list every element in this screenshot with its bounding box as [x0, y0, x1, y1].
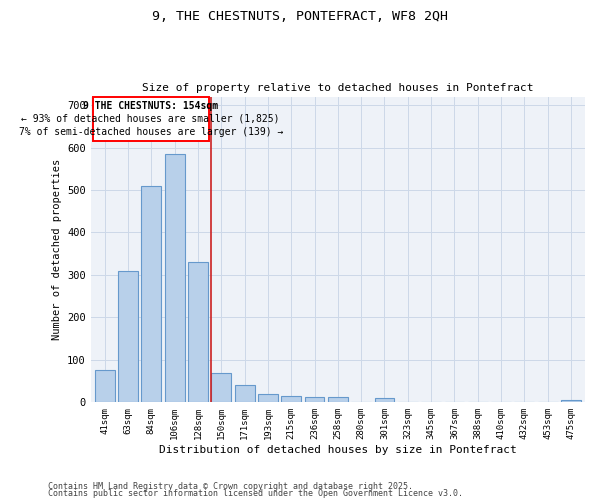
- Y-axis label: Number of detached properties: Number of detached properties: [52, 159, 62, 340]
- Bar: [95, 370, 115, 402]
- Bar: [561, 400, 581, 402]
- Title: Size of property relative to detached houses in Pontefract: Size of property relative to detached ho…: [142, 83, 533, 93]
- Text: 9, THE CHESTNUTS, PONTEFRACT, WF8 2QH: 9, THE CHESTNUTS, PONTEFRACT, WF8 2QH: [152, 10, 448, 23]
- Text: Contains public sector information licensed under the Open Government Licence v3: Contains public sector information licen…: [48, 489, 463, 498]
- Bar: [258, 394, 278, 402]
- Bar: [235, 386, 254, 402]
- Bar: [328, 397, 348, 402]
- Bar: [118, 270, 138, 402]
- Bar: [305, 397, 325, 402]
- Bar: [211, 374, 231, 402]
- Bar: [374, 398, 394, 402]
- Bar: [188, 262, 208, 402]
- Bar: [92, 98, 209, 141]
- Text: ← 93% of detached houses are smaller (1,825): ← 93% of detached houses are smaller (1,…: [22, 114, 280, 124]
- Bar: [281, 396, 301, 402]
- Text: Contains HM Land Registry data © Crown copyright and database right 2025.: Contains HM Land Registry data © Crown c…: [48, 482, 413, 491]
- X-axis label: Distribution of detached houses by size in Pontefract: Distribution of detached houses by size …: [159, 445, 517, 455]
- Bar: [142, 186, 161, 402]
- Bar: [165, 154, 185, 402]
- Text: 7% of semi-detached houses are larger (139) →: 7% of semi-detached houses are larger (1…: [19, 127, 283, 137]
- Text: 9 THE CHESTNUTS: 154sqm: 9 THE CHESTNUTS: 154sqm: [83, 101, 218, 111]
